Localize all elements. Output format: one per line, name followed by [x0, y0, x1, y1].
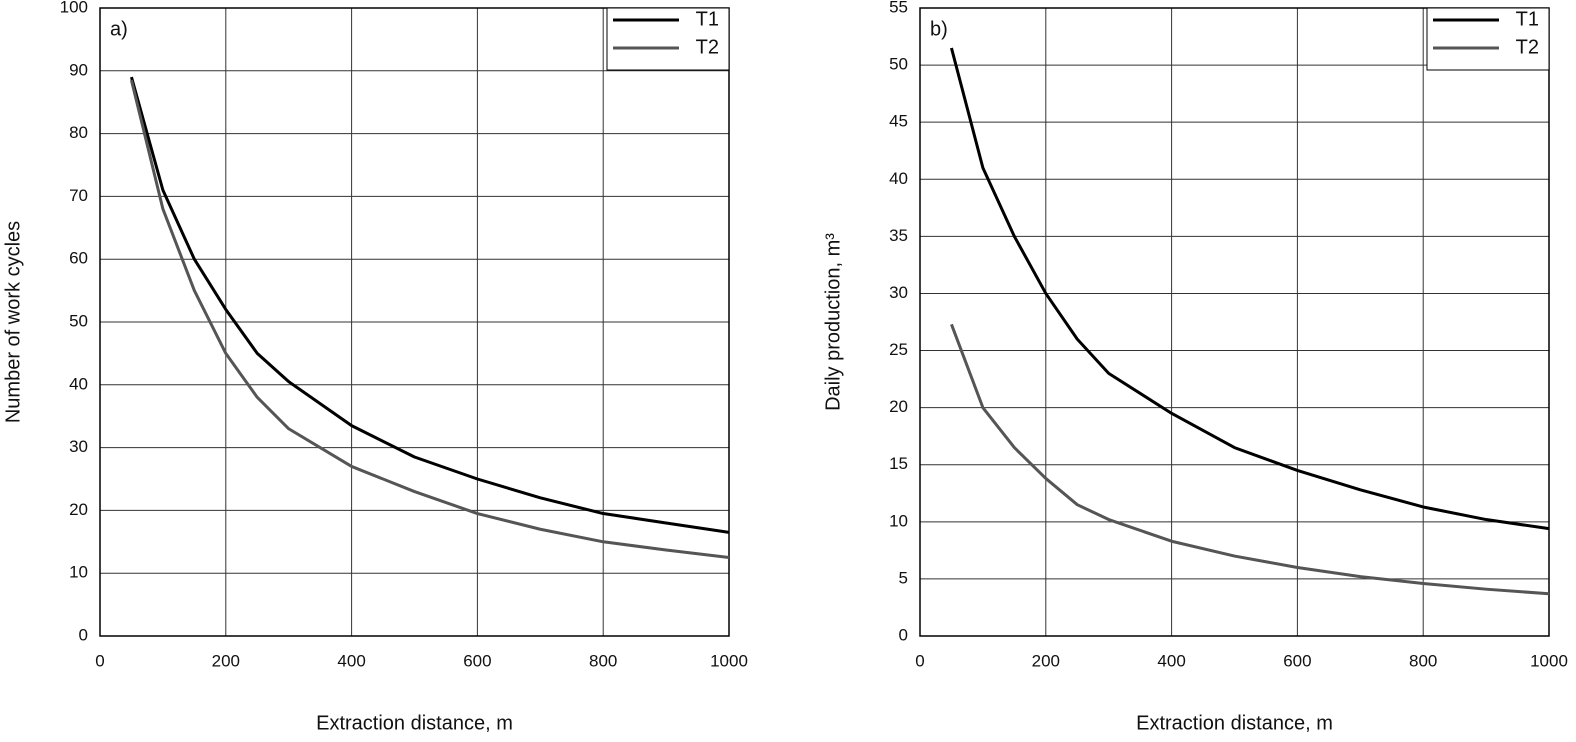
legend-box: [606, 7, 730, 71]
legend-label: T1: [696, 8, 719, 30]
panel-label: a): [110, 18, 128, 40]
legend-label: T2: [696, 36, 719, 58]
data-line: [130, 76, 730, 534]
legend-box: [1426, 7, 1550, 71]
x-tick-label: 400: [1157, 651, 1185, 670]
y-tick-label: 100: [60, 0, 88, 16]
legend-label: T2: [1516, 36, 1539, 58]
y-tick-label: 80: [69, 123, 88, 142]
y-axis-label: Number of work cycles: [2, 221, 24, 423]
plot-frame: [919, 7, 1550, 637]
y-tick-label: 10: [69, 563, 88, 582]
y-tick-label: 90: [69, 60, 88, 79]
x-tick-label: 600: [1283, 651, 1311, 670]
x-tick-label: 0: [915, 651, 924, 670]
y-tick-label: 25: [889, 340, 908, 359]
x-tick-label: 600: [463, 651, 491, 670]
x-tick-label: 400: [337, 651, 365, 670]
y-tick-label: 60: [69, 249, 88, 268]
data-line: [949, 47, 1550, 531]
y-tick-label: 30: [69, 437, 88, 456]
y-tick-label: 10: [889, 511, 908, 530]
y-tick-label: 40: [69, 374, 88, 393]
y-tick-label: 55: [889, 0, 908, 16]
y-tick-label: 50: [69, 311, 88, 330]
x-tick-label: 1000: [710, 651, 748, 670]
data-line: [950, 323, 1550, 596]
y-tick-label: 20: [889, 397, 908, 416]
y-tick-label: 45: [889, 112, 908, 131]
x-axis-label: Extraction distance, m: [316, 712, 513, 734]
y-tick-label: 15: [889, 454, 908, 473]
y-tick-label: 70: [69, 186, 88, 205]
x-tick-label: 800: [1409, 651, 1437, 670]
x-tick-label: 200: [212, 651, 240, 670]
plot-frame: [99, 7, 730, 637]
y-tick-label: 30: [889, 283, 908, 302]
y-tick-label: 5: [899, 568, 908, 587]
y-tick-label: 0: [79, 625, 88, 644]
y-tick-label: 35: [889, 226, 908, 245]
legend-label: T1: [1516, 8, 1539, 30]
data-line: [129, 79, 730, 559]
x-tick-label: 200: [1032, 651, 1060, 670]
y-axis-label: Daily production, m³: [822, 233, 844, 411]
x-tick-label: 1000: [1530, 651, 1568, 670]
x-tick-label: 0: [95, 651, 104, 670]
panel-label: b): [930, 18, 948, 40]
x-axis-label: Extraction distance, m: [1136, 712, 1333, 734]
y-tick-label: 40: [889, 169, 908, 188]
y-tick-label: 0: [899, 625, 908, 644]
y-tick-label: 50: [889, 55, 908, 74]
y-tick-label: 20: [69, 500, 88, 519]
x-tick-label: 800: [589, 651, 617, 670]
